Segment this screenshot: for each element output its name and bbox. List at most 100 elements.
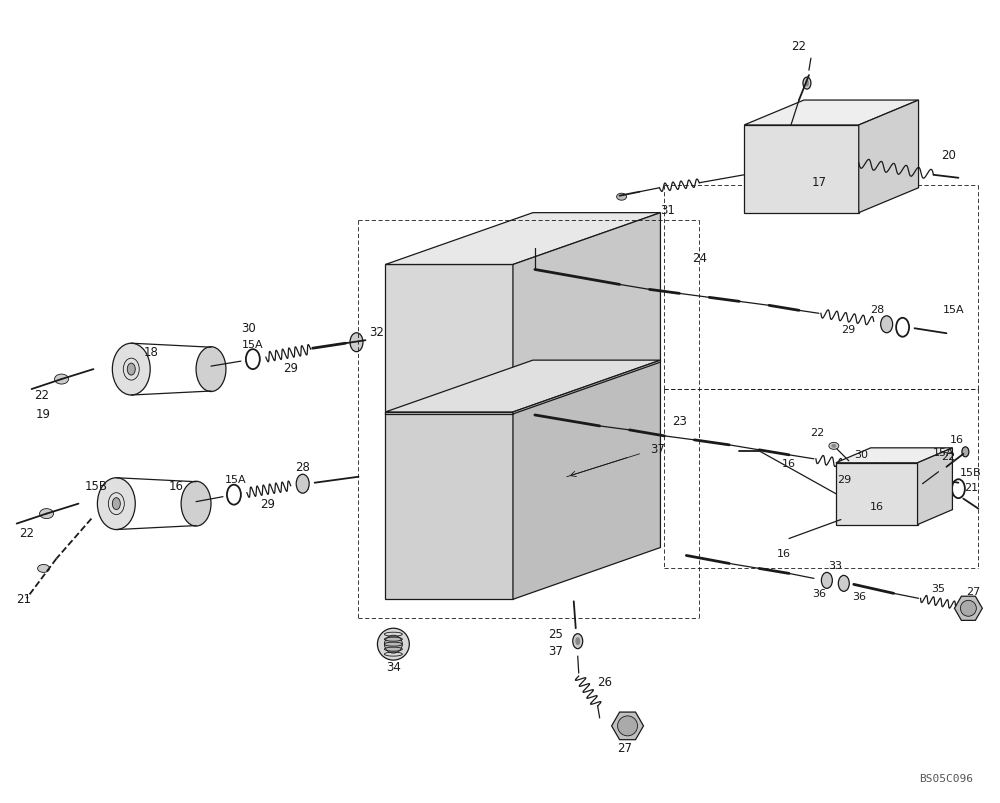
Text: 15A: 15A [225,474,247,484]
Ellipse shape [805,80,809,88]
Text: 23: 23 [672,415,687,428]
Ellipse shape [939,468,943,474]
Polygon shape [836,448,952,463]
Ellipse shape [529,490,551,504]
Circle shape [396,494,416,514]
Ellipse shape [831,444,836,448]
Ellipse shape [533,533,546,541]
Polygon shape [513,214,660,414]
Ellipse shape [55,375,68,385]
Polygon shape [859,101,919,214]
Circle shape [377,629,409,660]
Text: 22: 22 [34,388,49,401]
Ellipse shape [519,565,541,579]
Polygon shape [836,463,918,525]
Text: 33: 33 [828,560,842,571]
Polygon shape [385,413,513,600]
Text: 37: 37 [650,442,665,456]
Ellipse shape [246,350,260,369]
Polygon shape [385,265,513,414]
Text: 36: 36 [812,589,826,598]
Text: 22: 22 [941,451,956,461]
Ellipse shape [526,448,548,463]
Ellipse shape [937,465,945,477]
Text: 15A: 15A [242,340,264,350]
Text: 15B: 15B [960,467,981,477]
Text: 36: 36 [852,592,866,601]
Circle shape [960,601,976,617]
Text: 16: 16 [949,434,963,444]
Ellipse shape [484,276,495,283]
Ellipse shape [962,447,969,457]
Text: 15B: 15B [85,479,108,492]
Circle shape [396,320,416,340]
Text: 30: 30 [241,321,256,334]
Text: 29: 29 [841,325,855,335]
Circle shape [401,529,411,539]
Ellipse shape [506,443,519,451]
Text: 34: 34 [386,660,401,673]
Text: 35: 35 [931,584,945,593]
Text: 28: 28 [871,305,885,315]
Ellipse shape [509,482,531,496]
Polygon shape [954,597,982,621]
Text: 28: 28 [295,461,310,474]
Text: 16: 16 [782,459,796,468]
Ellipse shape [507,284,518,291]
Text: 22: 22 [810,427,824,438]
Circle shape [396,464,416,484]
Ellipse shape [881,316,893,333]
Ellipse shape [494,556,516,571]
Circle shape [401,559,411,569]
Polygon shape [744,126,859,214]
Ellipse shape [499,560,511,568]
Text: 15A: 15A [933,447,954,457]
Text: 26: 26 [597,675,612,687]
Ellipse shape [896,319,909,337]
Ellipse shape [477,432,499,446]
Ellipse shape [803,78,811,90]
Ellipse shape [112,498,120,510]
Circle shape [384,635,402,654]
Ellipse shape [848,487,859,502]
Ellipse shape [617,194,627,201]
Text: 29: 29 [283,361,298,374]
Text: 30: 30 [854,449,868,459]
Text: 22: 22 [791,39,806,53]
Ellipse shape [97,478,135,530]
Text: 29: 29 [837,474,851,484]
Text: 24: 24 [692,251,707,265]
Polygon shape [744,101,919,126]
Text: 18: 18 [144,345,159,358]
Text: 20: 20 [941,149,956,162]
Polygon shape [918,448,952,525]
Text: 16: 16 [169,479,184,492]
Ellipse shape [181,482,211,527]
Circle shape [401,295,411,305]
Ellipse shape [843,479,865,509]
Circle shape [396,434,416,454]
Ellipse shape [527,290,547,303]
Circle shape [396,554,416,573]
Polygon shape [385,361,660,413]
Ellipse shape [573,634,583,649]
Ellipse shape [821,573,832,589]
Circle shape [401,499,411,509]
Ellipse shape [529,529,551,544]
Ellipse shape [502,440,524,454]
Ellipse shape [523,568,536,576]
Text: 27: 27 [617,741,632,754]
Text: 37: 37 [548,644,563,657]
Ellipse shape [533,493,546,501]
Ellipse shape [196,347,226,392]
Text: 29: 29 [260,498,275,511]
Ellipse shape [838,576,849,592]
Ellipse shape [296,475,309,494]
Text: 21: 21 [16,592,31,605]
Ellipse shape [758,152,786,188]
Circle shape [396,290,416,310]
Text: 16: 16 [870,501,884,511]
Ellipse shape [38,565,50,573]
Text: 15A: 15A [943,305,964,315]
Text: 25: 25 [548,627,563,640]
